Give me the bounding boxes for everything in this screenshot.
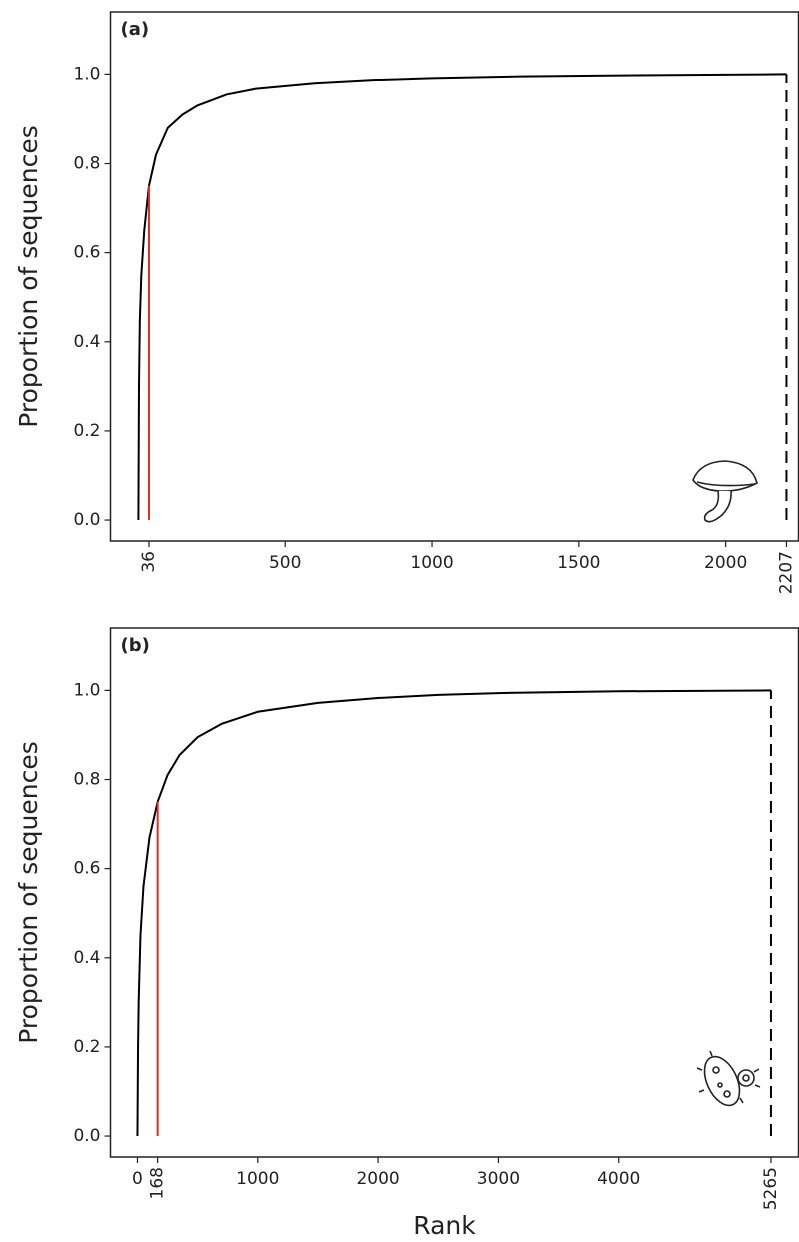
x-tick-label: 2000 <box>704 553 747 573</box>
y-tick-label: 0.0 <box>73 1126 100 1146</box>
y-tick-label: 0.0 <box>73 510 100 530</box>
plot-frame <box>109 627 799 1158</box>
x-tick-label: 3000 <box>477 1169 520 1189</box>
y-tick-label: 0.2 <box>73 1037 100 1057</box>
y-axis-title: Proportion of sequences <box>14 125 43 427</box>
x-tick-label-rotated: 36 <box>139 551 159 573</box>
x-tick-label: 500 <box>269 553 301 573</box>
y-tick-label: 0.6 <box>73 859 100 879</box>
y-tick-label: 0.2 <box>73 421 100 441</box>
x-tick-label-rotated: 2207 <box>776 551 796 594</box>
x-axis-title: Rank <box>413 1211 476 1240</box>
curve <box>137 73 787 521</box>
x-tick-label: 4000 <box>597 1169 640 1189</box>
y-tick-label: 0.4 <box>73 332 100 352</box>
x-tick-label: 1000 <box>410 553 453 573</box>
x-tick-label-rotated: 168 <box>148 1167 168 1199</box>
y-tick-label: 0.8 <box>73 770 100 790</box>
panel-label: (a) <box>121 19 150 40</box>
x-tick-label: 0 <box>132 1169 143 1189</box>
y-tick-label: 0.4 <box>73 948 100 968</box>
y-tick-label: 1.0 <box>73 680 100 700</box>
y-axis-title: Proportion of sequences <box>14 741 43 1043</box>
y-tick-label: 0.8 <box>73 154 100 174</box>
plot-frame <box>109 11 799 542</box>
x-tick-label: 2000 <box>356 1169 399 1189</box>
bacteria-icon <box>696 1050 761 1107</box>
x-tick-label: 1500 <box>557 553 600 573</box>
mushroom-icon <box>692 460 758 523</box>
y-tick-label: 1.0 <box>73 64 100 84</box>
panel-label: (b) <box>121 635 150 656</box>
x-tick-label: 1000 <box>236 1169 279 1189</box>
curve <box>136 689 771 1137</box>
y-tick-label: 0.6 <box>73 243 100 263</box>
x-tick-label-rotated: 5265 <box>761 1167 781 1210</box>
